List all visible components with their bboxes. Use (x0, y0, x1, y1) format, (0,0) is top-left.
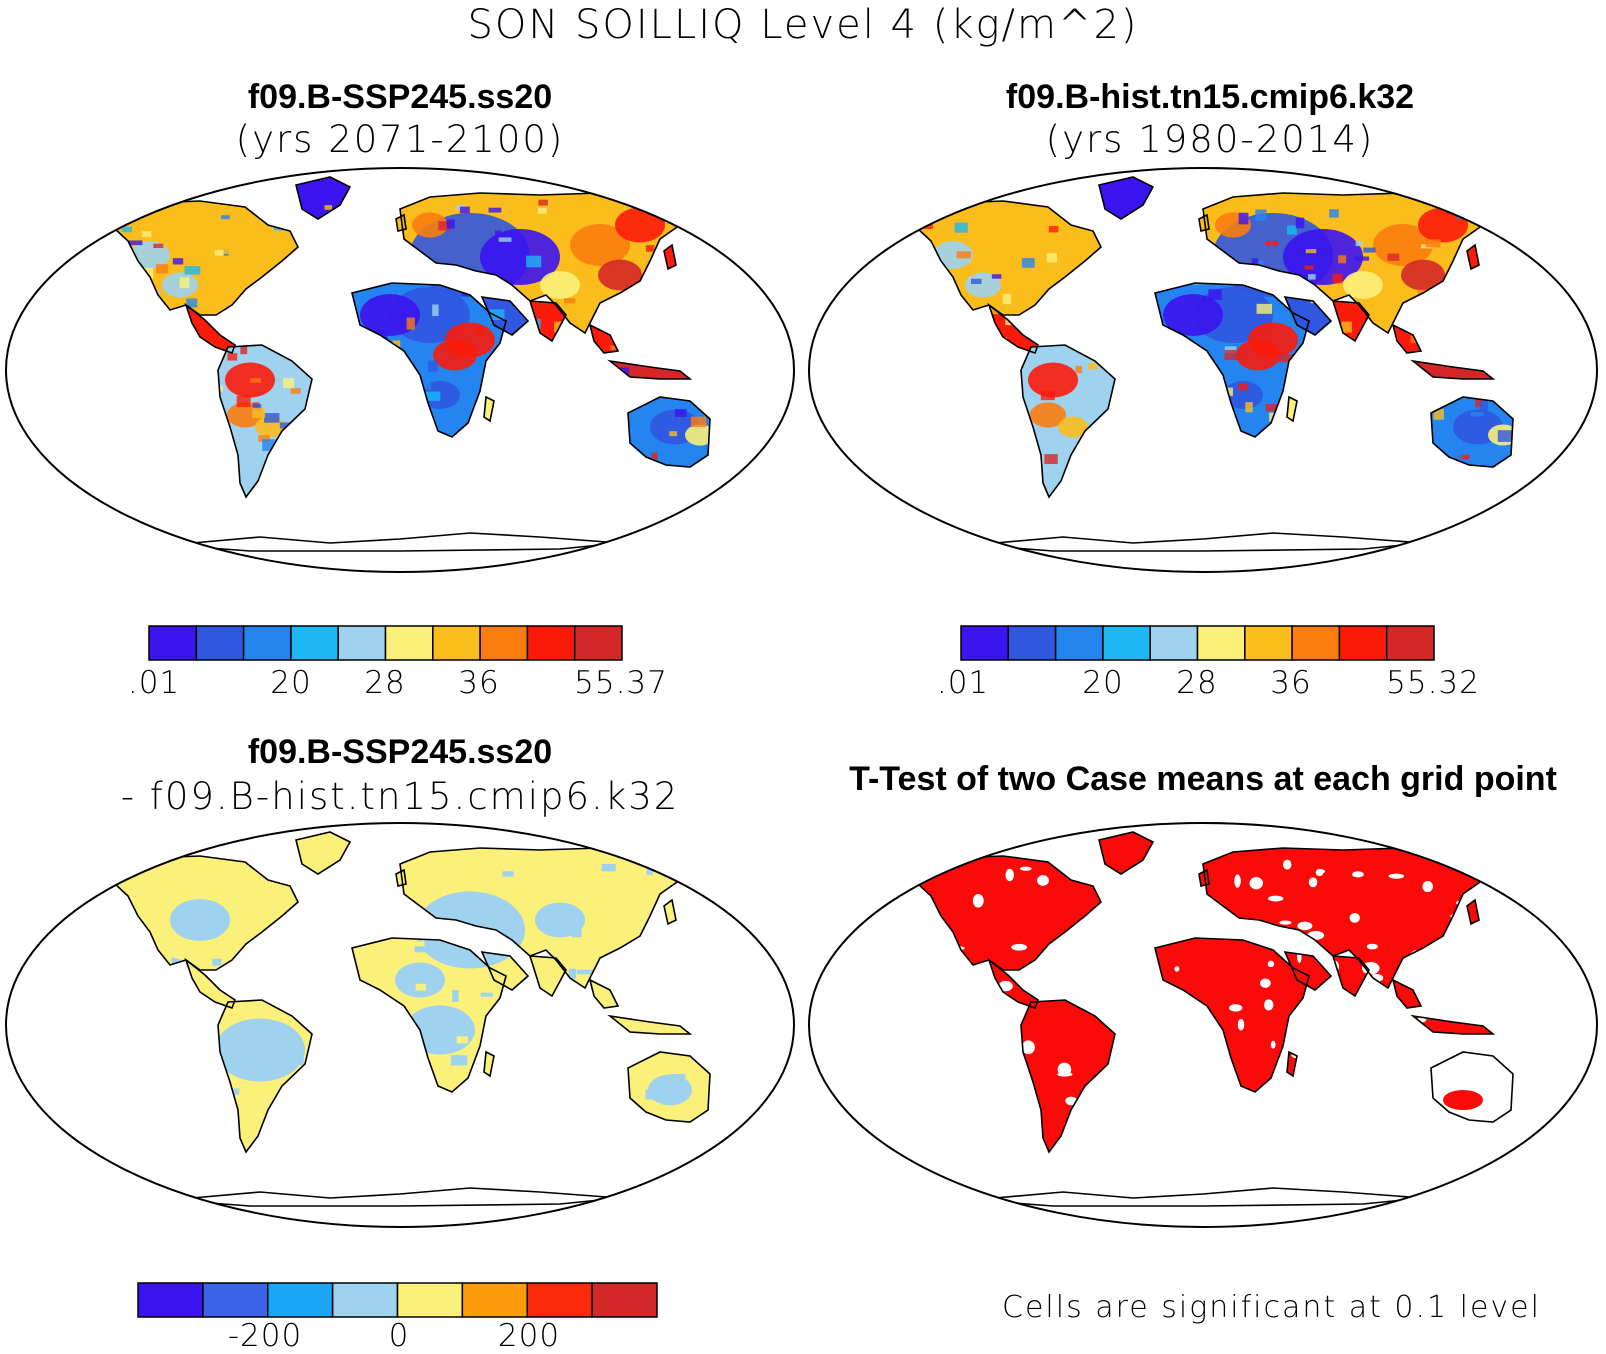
colorbar-top-right (960, 625, 1435, 661)
colorbar-swatch (1149, 625, 1199, 661)
colorbar-swatch (479, 625, 529, 661)
map-top-left (5, 167, 795, 573)
colorbar-swatch (1196, 625, 1246, 661)
colorbar-swatch (337, 625, 387, 661)
panel-title-top-right: f09.B-hist.tn15.cmip6.k32 (1005, 78, 1415, 116)
colorbar-swatch (290, 625, 339, 661)
significance-note: Cells are significant at 0.1 level (1002, 1290, 1541, 1325)
colorbar-swatch (384, 625, 434, 661)
colorbar-label: 55.32 (1386, 665, 1480, 701)
panel-title-bottom-right: T-Test of two Case means at each grid po… (849, 760, 1557, 798)
colorbar-swatch (432, 625, 481, 661)
colorbar-swatch (1007, 625, 1057, 661)
panel-subtitle-top-right: (yrs 1980-2014) (1045, 118, 1375, 161)
panel-subtitle-top-left: (yrs 2071-2100) (235, 118, 565, 161)
colorbar-swatch (195, 625, 245, 661)
colorbar-label: .01 (127, 665, 181, 701)
colorbar-swatch (1244, 625, 1293, 661)
colorbar-swatch (526, 1282, 593, 1318)
colorbar-swatch (526, 625, 576, 661)
colorbar-swatch (148, 625, 198, 661)
colorbar-swatch (396, 1282, 464, 1318)
main-title: SON SOILLIQ Level 4 (kg/m^2) (467, 2, 1139, 48)
colorbar-label: 55.37 (574, 665, 668, 701)
map-bottom-left (5, 822, 795, 1228)
colorbar-label: 20 (1082, 665, 1124, 701)
colorbar-label: 0 (388, 1318, 410, 1354)
colorbar-top-left (148, 625, 623, 661)
colorbar-swatch (1291, 625, 1341, 661)
colorbar-swatch (242, 625, 292, 661)
colorbar-swatch (573, 625, 623, 661)
colorbar-swatch (202, 1282, 269, 1318)
colorbar-label: 28 (364, 665, 406, 701)
colorbar-swatch (267, 1282, 334, 1318)
colorbar-label: 36 (458, 665, 500, 701)
colorbar-swatch (331, 1282, 399, 1318)
map-bottom-right (808, 822, 1598, 1228)
colorbar-swatch (591, 1282, 658, 1318)
panel-subtitle-bottom-left: - f09.B-hist.tn15.cmip6.k32 (120, 775, 680, 818)
colorbar-swatch (1338, 625, 1388, 661)
colorbar-swatch (1102, 625, 1151, 661)
map-top-right (808, 167, 1598, 573)
colorbar-swatch (960, 625, 1010, 661)
colorbar-swatch (1385, 625, 1435, 661)
colorbar-label: 28 (1176, 665, 1218, 701)
colorbar-bottom-left (137, 1282, 658, 1318)
colorbar-label: -200 (227, 1318, 303, 1354)
colorbar-label: .01 (936, 665, 990, 701)
colorbar-swatch (461, 1282, 528, 1318)
colorbar-label: 200 (497, 1318, 561, 1354)
colorbar-label: 20 (270, 665, 312, 701)
panel-title-bottom-left: f09.B-SSP245.ss20 (247, 733, 553, 771)
colorbar-swatch (1054, 625, 1104, 661)
colorbar-label: 36 (1270, 665, 1312, 701)
panel-title-top-left: f09.B-SSP245.ss20 (247, 78, 553, 116)
colorbar-swatch (137, 1282, 204, 1318)
